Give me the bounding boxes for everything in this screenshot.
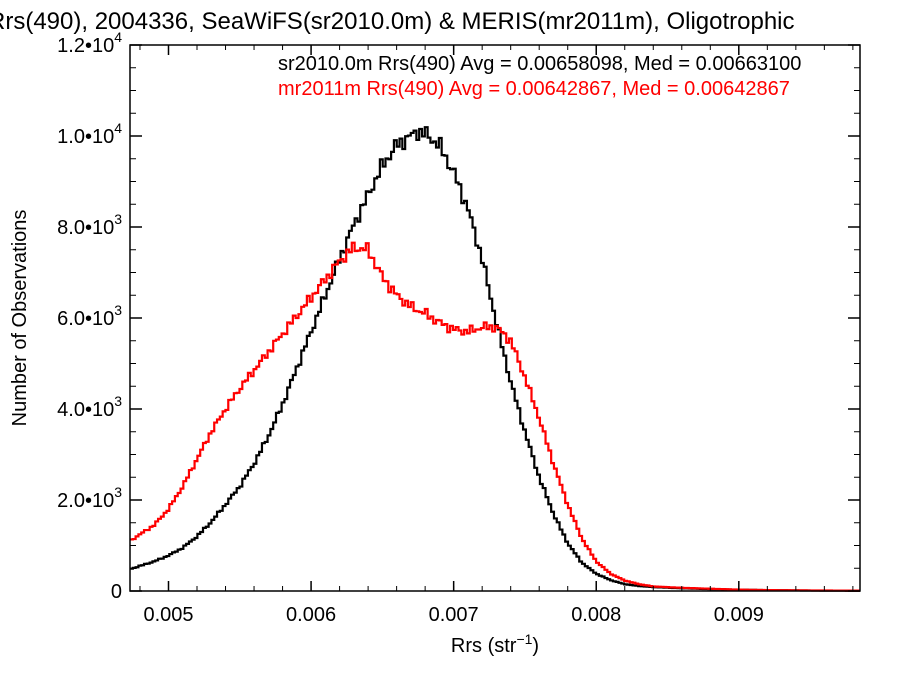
- series-line-2: [130, 241, 860, 592]
- x-tick-label: 0.009: [714, 604, 764, 626]
- y-axis-label: Number of Observations: [9, 210, 31, 427]
- x-tick-label: 0.005: [143, 604, 193, 626]
- y-tick-label: 1.0•104: [57, 120, 122, 148]
- series-line-1: [130, 126, 860, 592]
- y-tick-label: 6.0•103: [57, 302, 122, 330]
- x-tick-label: 0.008: [571, 604, 621, 626]
- chart-title: Rrs(490), 2004336, SeaWiFS(sr2010.0m) & …: [0, 8, 795, 35]
- x-tick-label: 0.006: [286, 604, 336, 626]
- x-axis-label: Rrs (str−1): [451, 631, 539, 657]
- axis-layer: 0.005 0.006 0.007 0.008 0.009 0 2.0•103 4.0•103…: [57, 29, 860, 626]
- y-tick-label: 4.0•103: [57, 393, 122, 421]
- y-tick-label: 0: [111, 581, 122, 603]
- legend-entry-1: sr2010.0m Rrs(490) Avg = 0.00658098, Med…: [278, 53, 801, 75]
- legend: sr2010.0m Rrs(490) Avg = 0.00658098, Med…: [278, 53, 801, 100]
- y-tick-label: 2.0•103: [57, 484, 122, 512]
- x-tick-label: 0.007: [429, 604, 479, 626]
- y-tick-label: 8.0•103: [57, 211, 122, 239]
- series-layer: [130, 126, 860, 592]
- legend-entry-2: mr2011m Rrs(490) Avg = 0.00642867, Med =…: [278, 78, 790, 100]
